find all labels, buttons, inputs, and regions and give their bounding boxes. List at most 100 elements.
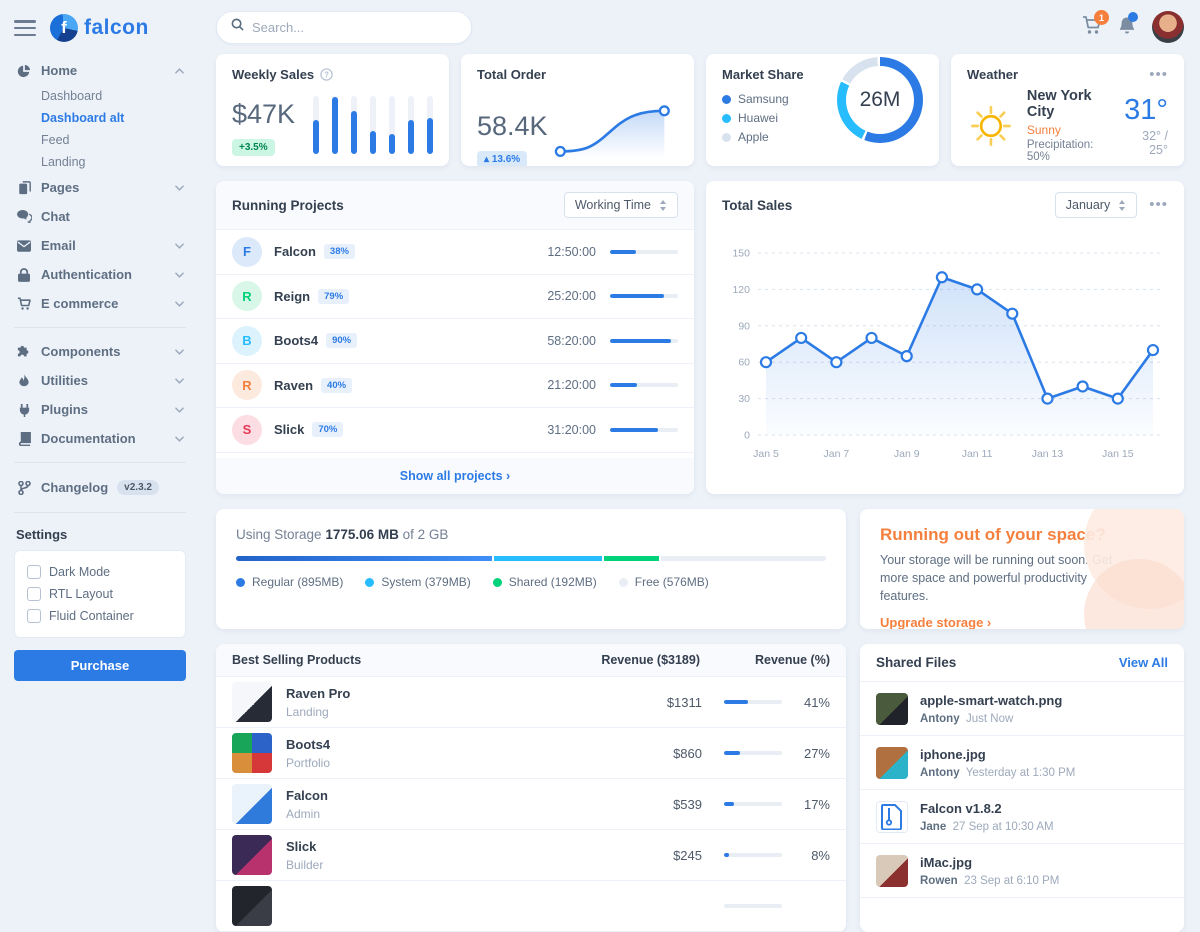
file-row[interactable]: apple-smart-watch.png Antony Just Now	[860, 682, 1184, 736]
shared-files-card: Shared Files View All apple-smart-watch.…	[860, 644, 1184, 932]
sidebar-item-chat[interactable]: Chat	[14, 202, 186, 231]
sun-icon	[970, 105, 1011, 146]
checkbox-box[interactable]	[27, 587, 41, 601]
weather-city: New York City	[1026, 88, 1092, 120]
legend-item: Apple	[722, 130, 789, 144]
storage-segment	[604, 556, 660, 561]
svg-text:0: 0	[744, 430, 750, 442]
sidebar-subitem-dashboard[interactable]: Dashboard	[41, 89, 103, 103]
checkbox-fluid-container[interactable]: Fluid Container	[27, 605, 173, 627]
project-row[interactable]: R Raven 40% 21:20:00	[216, 364, 694, 408]
checkbox-box[interactable]	[27, 565, 41, 579]
checkbox-box[interactable]	[27, 609, 41, 623]
total-sales-title: Total Sales	[722, 197, 793, 213]
product-thumbnail	[232, 784, 272, 824]
sidebar-item-pages[interactable]: Pages	[14, 173, 186, 202]
pages-icon	[16, 180, 32, 195]
help-icon[interactable]: ?	[320, 68, 333, 81]
chevron-down-icon	[175, 184, 184, 191]
product-row: Raven Pro Landing $1311 41%	[216, 677, 846, 728]
shared-files-title: Shared Files	[876, 655, 957, 670]
total-sales-menu-button[interactable]: •••	[1149, 196, 1168, 213]
legend-item: Samsung	[722, 92, 789, 106]
book-icon	[16, 431, 32, 446]
main-content: 1 Weekly Sales ? $47K +3.5%	[200, 0, 1200, 932]
checkbox-rtl-layout[interactable]: RTL Layout	[27, 583, 173, 605]
sidebar-item-utilities[interactable]: Utilities	[14, 366, 186, 395]
project-row[interactable]: R Reign 79% 25:20:00	[216, 275, 694, 319]
bar	[351, 96, 357, 154]
sidebar-subitem-feed[interactable]: Feed	[41, 133, 70, 147]
storage-segment	[236, 556, 492, 561]
product-progress-bar	[724, 853, 782, 857]
sidebar-item-components[interactable]: Components	[14, 337, 186, 366]
file-row[interactable]: iphone.jpg Antony Yesterday at 1:30 PM	[860, 736, 1184, 790]
project-name: Falcon	[274, 244, 316, 260]
month-select[interactable]: January	[1054, 192, 1138, 218]
view-all-link[interactable]: View All	[1118, 655, 1168, 670]
sidebar-item-plugins[interactable]: Plugins	[14, 395, 186, 424]
chevron-down-icon	[175, 435, 184, 442]
col-revenue-pct: Revenue (%)	[754, 653, 830, 667]
product-progress-bar	[724, 802, 782, 806]
sidebar-item-email[interactable]: Email	[14, 231, 186, 260]
product-revenue: $539	[673, 796, 702, 812]
product-name-link[interactable]: Slick	[286, 839, 317, 854]
file-name-link[interactable]: iphone.jpg	[920, 747, 986, 762]
user-avatar[interactable]	[1152, 11, 1184, 43]
project-progress-bar	[610, 383, 678, 388]
puzzle-icon	[16, 345, 32, 359]
file-name-link[interactable]: apple-smart-watch.png	[920, 693, 1063, 708]
project-avatar: R	[232, 281, 262, 312]
hamburger-menu-icon[interactable]	[14, 20, 36, 36]
storage-progress-bar	[236, 556, 826, 561]
svg-text:Jan 5: Jan 5	[753, 448, 779, 460]
product-thumbnail	[232, 733, 272, 773]
file-row[interactable]: Falcon v1.8.2 Jane 27 Sep at 10:30 AM	[860, 790, 1184, 844]
sidebar-item-e-commerce[interactable]: E commerce	[14, 289, 186, 318]
project-time: 21:20:00	[547, 378, 596, 393]
market-share-value: 26M	[859, 88, 901, 111]
project-pct-badge: 38%	[323, 244, 355, 260]
sidebar-item-documentation[interactable]: Documentation	[14, 424, 186, 453]
weather-temp: 31°	[1124, 94, 1168, 126]
project-pct-badge: 90%	[326, 333, 358, 349]
sidebar: f falcon Home Dashboard Dashboard alt Feed L…	[0, 0, 200, 900]
sidebar-subitem-landing[interactable]: Landing	[41, 155, 86, 169]
file-name-link[interactable]: Falcon v1.8.2	[920, 801, 1002, 816]
show-all-projects-link[interactable]: Show all projects ›	[399, 469, 511, 483]
bar	[332, 96, 338, 154]
file-thumbnail	[876, 800, 908, 833]
search-input[interactable]	[252, 19, 457, 35]
weather-menu-button[interactable]: •••	[1149, 65, 1168, 83]
project-row[interactable]: S Slick 70% 31:20:00	[216, 408, 694, 453]
project-avatar: S	[232, 414, 262, 445]
space-promo-title: Running out of your space?	[880, 525, 1106, 544]
falcon-logo[interactable]: f falcon	[50, 14, 149, 42]
product-name-link[interactable]: Falcon	[286, 788, 328, 803]
lock-icon	[16, 267, 32, 282]
search-bar[interactable]	[216, 10, 472, 44]
sidebar-subitem-dashboard-alt[interactable]: Dashboard alt	[41, 111, 125, 125]
file-name-link[interactable]: iMac.jpg	[920, 855, 973, 870]
product-name-link[interactable]: Raven Pro	[286, 686, 351, 701]
sidebar-item-authentication[interactable]: Authentication	[14, 260, 186, 289]
total-order-value: 58.4K	[477, 111, 548, 141]
purchase-button[interactable]: Purchase	[14, 650, 186, 681]
product-name-link[interactable]: Boots4	[286, 737, 331, 752]
project-row[interactable]: F Falcon 38% 12:50:00	[216, 230, 694, 275]
sidebar-item-changelog[interactable]: Changelog v2.3.2	[14, 472, 186, 503]
upgrade-storage-link[interactable]: Upgrade storage ›	[880, 615, 992, 629]
product-pct: 8%	[811, 847, 830, 863]
file-row[interactable]: iMac.jpg Rowen 23 Sep at 6:10 PM	[860, 844, 1184, 898]
project-pct-badge: 70%	[312, 422, 344, 438]
sidebar-item-home[interactable]: Home	[14, 56, 186, 85]
project-row[interactable]: B Boots4 90% 58:20:00	[216, 319, 694, 364]
working-time-select[interactable]: Working Time	[563, 192, 678, 218]
checkbox-dark-mode[interactable]: Dark Mode	[27, 561, 173, 583]
product-category: Admin	[286, 807, 321, 821]
chevron-down-icon	[175, 242, 184, 249]
cart-count-badge: 1	[1094, 10, 1109, 25]
cart-button[interactable]: 1	[1082, 10, 1109, 38]
notifications-button[interactable]	[1118, 12, 1138, 38]
